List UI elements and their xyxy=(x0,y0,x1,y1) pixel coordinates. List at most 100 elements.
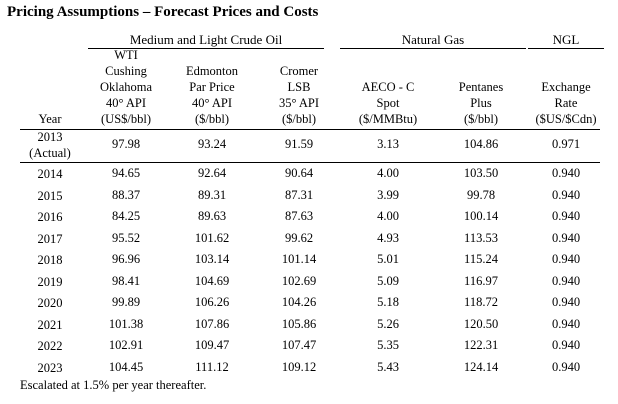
column-header-aeco-line: Spot xyxy=(376,96,400,110)
pentanes-cell: 120.50 xyxy=(463,316,499,331)
column-header-edmonton-line: Edmonton xyxy=(185,64,239,78)
year-value: 2015 xyxy=(37,188,63,203)
column-header-wti-line: WTI xyxy=(114,48,138,62)
aeco-cell: 4.00 xyxy=(377,166,399,180)
header-rule xyxy=(20,129,600,130)
column-header-cromer-line: Cromer xyxy=(279,64,319,78)
column-header-cromer: Cromer LSB 35° API ($/bbl) xyxy=(263,63,335,127)
pentanes-cell: 118.72 xyxy=(464,295,498,309)
wti-cell: 99.89 xyxy=(111,295,141,309)
cromer-cell: 87.31 xyxy=(284,187,314,202)
group-header-crude: Medium and Light Crude Oil xyxy=(129,32,283,47)
group-rule-crude xyxy=(88,48,324,49)
edmonton-cell: 111.12 xyxy=(195,359,229,374)
wti-cell: 88.37 xyxy=(111,187,141,202)
edmonton-cell: 92.64 xyxy=(197,166,227,180)
aeco-cell: 5.18 xyxy=(377,295,399,309)
year-value: 2017 xyxy=(37,231,63,246)
edmonton-cell: 106.26 xyxy=(194,295,230,309)
wti-cell: 98.41 xyxy=(111,273,141,288)
edmonton-cell: 89.31 xyxy=(197,187,227,202)
exchange-cell: 0.940 xyxy=(551,273,581,288)
wti-cell: 95.52 xyxy=(111,230,141,245)
cromer-cell: 101.14 xyxy=(281,252,317,266)
column-header-cromer-line: 35° API xyxy=(278,96,320,110)
column-header-edmonton: Edmonton Par Price 40° API ($/bbl) xyxy=(174,63,250,127)
exchange-cell: 0.940 xyxy=(551,187,581,202)
year-value: 2019 xyxy=(37,274,63,289)
exchange-cell: 0.940 xyxy=(551,230,581,245)
column-header-wti: WTI Cushing Oklahoma 40° API (US$/bbl) xyxy=(88,47,164,127)
group-header-gas: Natural Gas xyxy=(401,32,465,47)
column-header-exchange-line: Rate xyxy=(554,96,578,110)
aeco-cell: 4.93 xyxy=(377,230,399,245)
footnote: Escalated at 1.5% per year thereafter. xyxy=(20,378,207,392)
column-header-wti-line: (US$/bbl) xyxy=(101,112,151,126)
column-header-cromer-line: LSB xyxy=(287,80,311,94)
edmonton-cell: 89.63 xyxy=(197,209,227,223)
column-header-exchange: Exchange Rate ($US/$Cdn) xyxy=(524,79,608,127)
column-header-year: Year xyxy=(38,112,62,126)
year-note: (Actual) xyxy=(29,146,71,160)
exchange-cell: 0.940 xyxy=(551,338,581,352)
column-header-aeco-line: ($/MMBtu) xyxy=(358,112,418,126)
cromer-cell: 104.26 xyxy=(281,295,317,309)
aeco-cell: 4.00 xyxy=(377,209,399,223)
cromer-cell: 91.59 xyxy=(284,137,314,151)
pentanes-cell: 116.97 xyxy=(464,273,498,288)
group-rule-gas xyxy=(340,48,526,49)
cromer-cell: 102.69 xyxy=(281,273,317,288)
exchange-cell: 0.940 xyxy=(551,209,581,223)
column-header-pentanes-line: ($/bbl) xyxy=(463,112,499,126)
column-header-edmonton-line: ($/bbl) xyxy=(194,112,230,126)
column-header-exchange-line: ($US/$Cdn) xyxy=(535,112,597,126)
pentanes-cell: 124.14 xyxy=(463,359,499,374)
edmonton-cell: 104.69 xyxy=(194,273,230,288)
aeco-cell: 5.09 xyxy=(377,273,399,288)
wti-cell: 101.38 xyxy=(108,316,144,331)
wti-cell: 102.91 xyxy=(108,338,144,352)
wti-cell: 96.96 xyxy=(111,252,141,266)
aeco-cell: 3.99 xyxy=(377,187,399,202)
exchange-cell: 0.940 xyxy=(551,359,581,374)
year-value: 2013 xyxy=(37,130,63,144)
pentanes-cell: 103.50 xyxy=(463,166,499,180)
page-title: Pricing Assumptions – Forecast Prices an… xyxy=(7,4,319,20)
aeco-cell: 5.26 xyxy=(377,316,399,331)
exchange-cell: 0.940 xyxy=(551,252,581,266)
wti-cell: 94.65 xyxy=(111,166,141,180)
cromer-cell: 99.62 xyxy=(284,230,314,245)
pentanes-cell: 113.53 xyxy=(464,230,498,245)
column-header-pentanes-line: Pentanes xyxy=(458,80,504,94)
cromer-cell: 107.47 xyxy=(281,338,317,352)
cromer-cell: 87.63 xyxy=(284,209,314,223)
year-cell: 2013 (Actual) xyxy=(20,129,80,161)
exchange-cell: 0.940 xyxy=(551,295,581,309)
wti-cell: 97.98 xyxy=(111,137,141,151)
column-header-cromer-line: ($/bbl) xyxy=(281,112,317,126)
year-value: 2016 xyxy=(37,210,63,224)
exchange-cell: 0.940 xyxy=(551,316,581,331)
pentanes-cell: 99.78 xyxy=(466,187,496,202)
group-rule-ngl xyxy=(528,48,604,49)
column-header-wti-line: 40° API xyxy=(105,96,147,110)
pentanes-cell: 100.14 xyxy=(463,209,499,223)
column-header-edmonton-line: Par Price xyxy=(189,80,235,94)
cromer-cell: 105.86 xyxy=(281,316,317,331)
year-value: 2014 xyxy=(37,167,63,181)
table-row: 2013 (Actual) 97.98 93.24 91.59 3.13 104… xyxy=(0,129,618,161)
edmonton-cell: 93.24 xyxy=(197,137,227,151)
edmonton-cell: 103.14 xyxy=(194,252,230,266)
column-header-aeco-line: AECO - C xyxy=(361,80,415,94)
wti-cell: 84.25 xyxy=(111,209,141,223)
year-value: 2020 xyxy=(37,296,63,310)
exchange-cell: 0.971 xyxy=(551,137,581,151)
aeco-cell: 3.13 xyxy=(377,137,399,151)
edmonton-cell: 109.47 xyxy=(194,338,230,352)
aeco-cell: 5.35 xyxy=(377,338,399,352)
actual-forecast-divider xyxy=(20,162,600,163)
aeco-cell: 5.01 xyxy=(377,252,399,266)
column-header-exchange-line: Exchange xyxy=(541,80,591,94)
year-value: 2022 xyxy=(37,339,63,353)
pentanes-cell: 122.31 xyxy=(463,338,499,352)
